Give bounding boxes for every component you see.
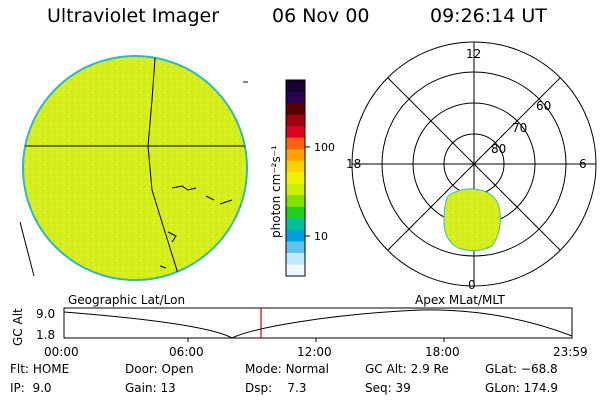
polar-panel-label: Apex MLat/MLT [415, 293, 505, 307]
dsp-value: 7.3 [287, 381, 307, 395]
geo-panel-label: Geographic Lat/Lon [68, 293, 185, 307]
colorbar-swatch [286, 114, 305, 127]
colorbar-swatch [286, 183, 305, 196]
lat-label-80: 80 [491, 142, 506, 156]
lat-label-60: 60 [536, 99, 551, 113]
colorbar-unit-label: photon cm⁻²s⁻¹ [269, 145, 283, 238]
colorbar-swatch [286, 195, 305, 208]
colorbar-swatch [286, 126, 305, 139]
polar-grid [351, 41, 597, 287]
colorbar-swatch [286, 264, 305, 277]
glat-value: −68.8 [520, 362, 558, 376]
colorbar-swatch [286, 218, 305, 231]
mlt-label-18: 18 [346, 157, 361, 171]
colorbar-swatch [286, 172, 305, 185]
colorbar-swatch [286, 149, 305, 162]
door-status: Door: Open [125, 362, 194, 376]
colorbar-swatch [286, 206, 305, 219]
colorbar-swatch [286, 91, 305, 104]
colorbar-swatch [286, 252, 305, 265]
time-tick-2359: 23:59 [553, 345, 588, 359]
gc-alt-value: 2.9 Re [410, 362, 449, 376]
mode-value: Normal [285, 362, 329, 376]
gain-value: 13 [160, 381, 176, 395]
earth-disk [22, 55, 248, 281]
mlt-label-0: 0 [468, 278, 476, 292]
altitude-axis-label: GC Alt [11, 308, 25, 346]
alt-tick-1-8: 1.8 [36, 328, 55, 342]
flight-value: HOME [32, 362, 70, 376]
mlt-label-12: 12 [466, 47, 481, 61]
app-title: Ultraviolet Imager [47, 5, 220, 27]
geographic-image [19, 55, 248, 281]
seq-value: 39 [395, 381, 411, 395]
colorbar-frame [285, 79, 306, 277]
gain-status: Gain: 13 [125, 381, 176, 395]
glon-value: 174.9 [523, 381, 558, 395]
time-tick-0000: 00:00 [44, 345, 79, 359]
date-label: 06 Nov 00 [272, 5, 370, 27]
seq-status: Seq: 39 [365, 381, 411, 395]
glat-status: GLat: −68.8 [485, 362, 558, 376]
time-tick-0600: 06:00 [169, 345, 204, 359]
mode-status: Mode: Normal [245, 362, 329, 376]
auroral-oval-patch [443, 188, 501, 252]
colorbar-tick-10: 10 [314, 230, 328, 243]
mlt-label-6: 6 [579, 157, 587, 171]
time-tick-1800: 18:00 [425, 345, 460, 359]
colorbar-swatch [286, 103, 305, 116]
colorbar-tick-100: 100 [314, 141, 335, 154]
colorbar [285, 79, 306, 277]
colorbar-swatch [286, 80, 305, 93]
dsp-status: Dsp: 7.3 [245, 381, 307, 395]
time-label: 09:26:14 UT [430, 5, 547, 27]
glon-status: GLon: 174.9 [485, 381, 558, 395]
altitude-curve [63, 309, 573, 339]
gc-alt-status: GC Alt: 2.9 Re [365, 362, 449, 376]
altitude-plot [63, 307, 573, 342]
time-tick-1200: 12:00 [297, 345, 332, 359]
coastlines [23, 57, 247, 280]
colorbar-swatch [286, 229, 305, 242]
lat-label-70: 70 [512, 121, 527, 135]
colorbar-swatch [286, 160, 305, 173]
colorbar-swatch [286, 241, 305, 254]
colorbar-swatch [286, 137, 305, 150]
flight-status: Flt: HOME [10, 362, 70, 376]
door-value: Open [161, 362, 194, 376]
ip-status: IP: 9.0 [10, 381, 52, 395]
ip-value: 9.0 [32, 381, 52, 395]
alt-tick-9: 9.0 [36, 307, 55, 321]
